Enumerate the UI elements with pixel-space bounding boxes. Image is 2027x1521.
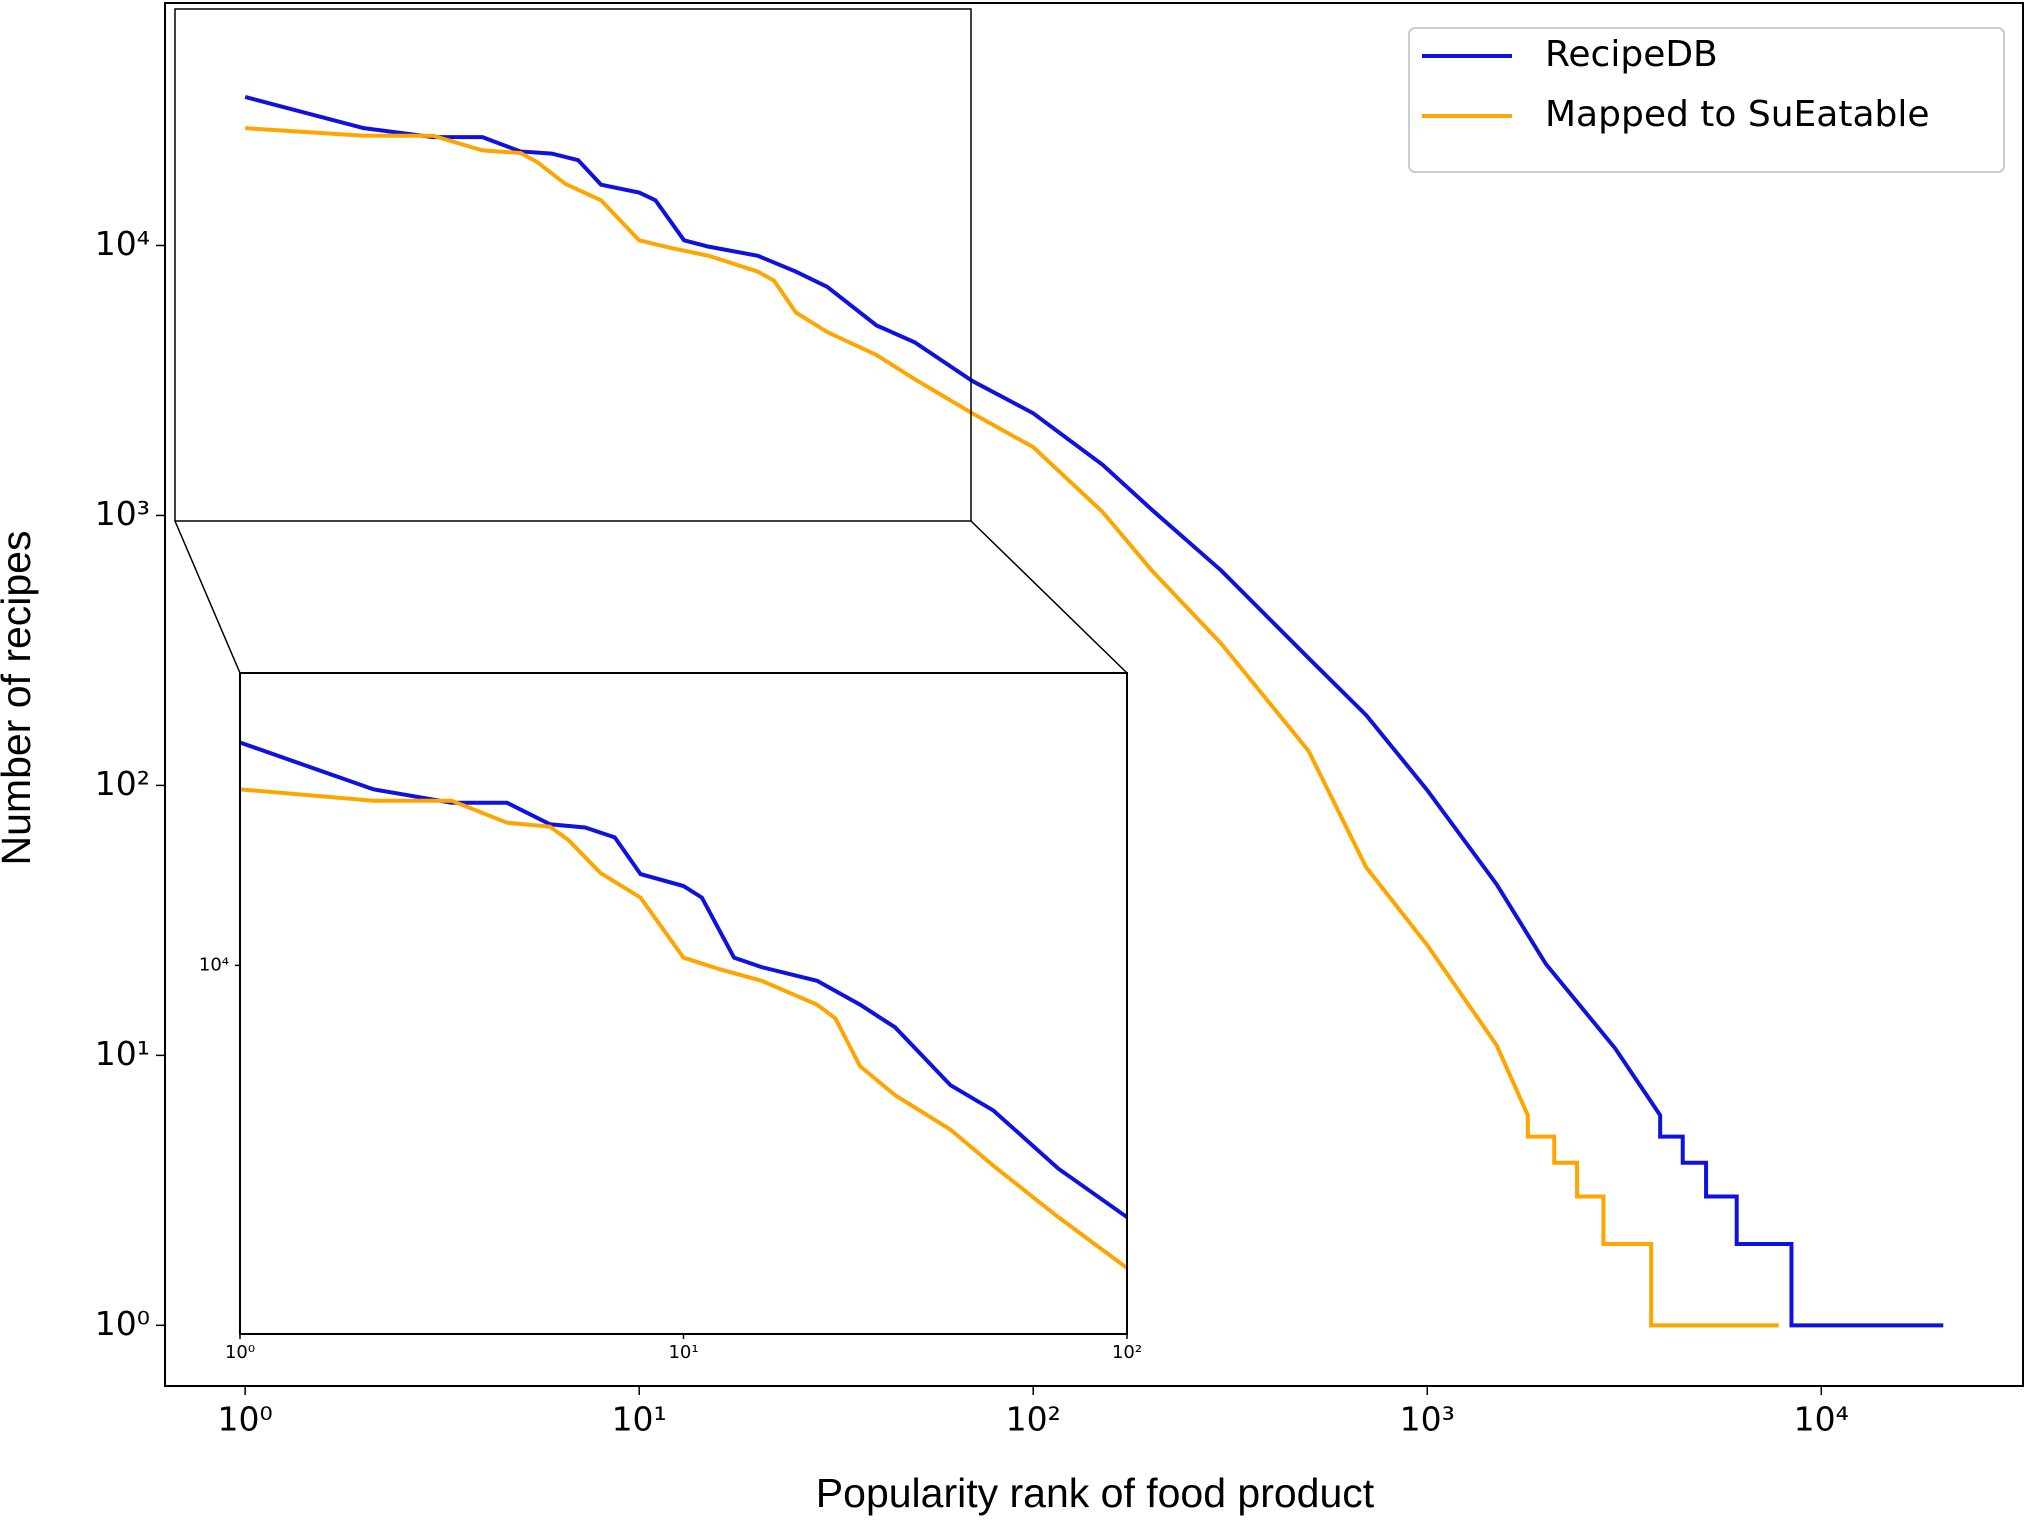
- axes-frame: [164, 2, 2024, 1387]
- inset-background: [240, 673, 1127, 1334]
- series-line: [240, 787, 1127, 1272]
- zoom-box: [174, 8, 972, 522]
- main-plot: [244, 94, 1944, 1328]
- zoom-connector: [970, 520, 1128, 674]
- x-tick-label: 10⁰: [218, 1400, 273, 1439]
- x-axis-label: Popularity rank of food product: [816, 1470, 1375, 1516]
- zoom-connector: [174, 520, 241, 674]
- x-tick-label: 10¹: [668, 1342, 698, 1363]
- y-tick-label: 10⁴: [199, 954, 229, 975]
- y-tick-label: 10⁰: [95, 1304, 150, 1343]
- x-tick-label: 10⁴: [1794, 1400, 1849, 1439]
- x-tick-label: 10²: [1112, 1342, 1142, 1363]
- legend-box: [1408, 27, 2005, 173]
- legend-label: RecipeDB: [1545, 34, 1718, 75]
- legend: RecipeDB Mapped to SuEatable: [1408, 27, 2005, 173]
- y-tick-label: 10⁴: [95, 224, 150, 263]
- x-tick-label: 10³: [1400, 1400, 1455, 1439]
- y-tick-label: 10²: [95, 764, 150, 803]
- y-axis-label: Number of recipes: [0, 531, 39, 866]
- series-line: [244, 94, 1944, 1328]
- y-tick-label: 10¹: [95, 1034, 150, 1073]
- legend-label: Mapped to SuEatable: [1545, 94, 1930, 135]
- y-tick-label: 10³: [95, 494, 150, 533]
- series-line: [245, 126, 1779, 1328]
- inset-plot: [240, 740, 1127, 1272]
- x-tick-label: 10²: [1006, 1400, 1061, 1439]
- x-tick-label: 10⁰: [225, 1342, 255, 1363]
- series-line: [240, 740, 1127, 1220]
- x-tick-label: 10¹: [612, 1400, 667, 1439]
